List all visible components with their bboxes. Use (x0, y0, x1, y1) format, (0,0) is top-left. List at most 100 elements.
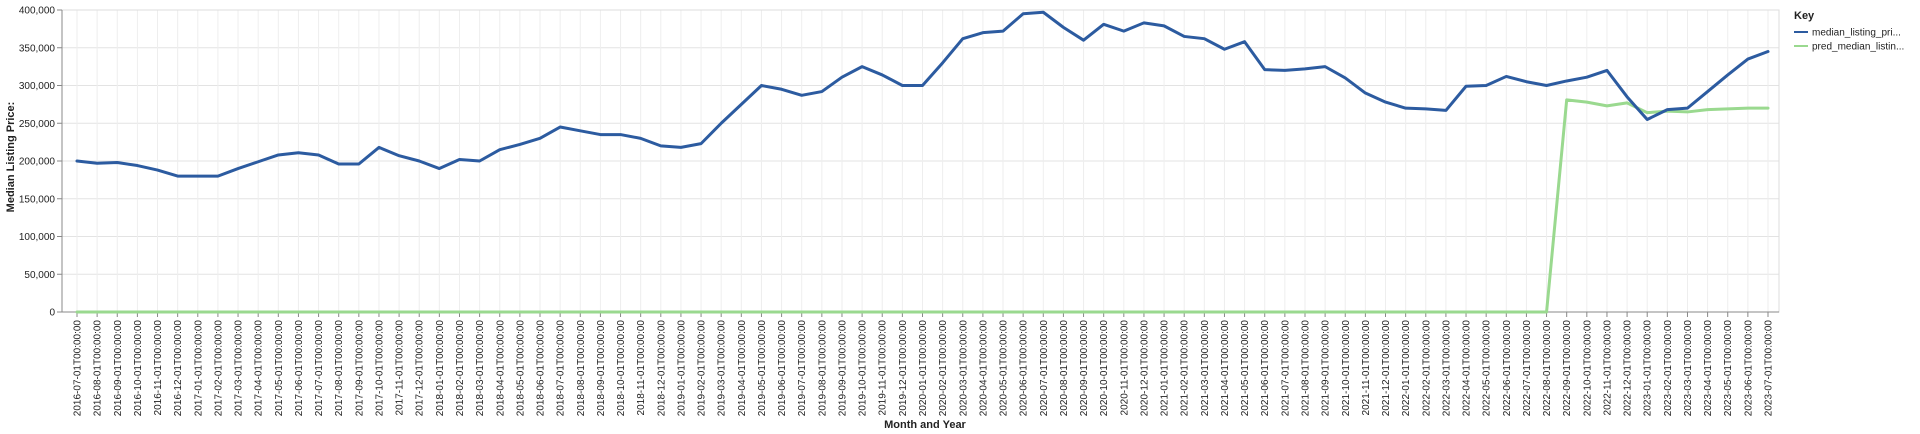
x-tick-label: 2021-06-01T00:00:00 (1260, 320, 1271, 417)
x-tick-label: 2016-12-01T00:00:00 (173, 320, 184, 417)
x-tick-label: 2021-12-01T00:00:00 (1381, 320, 1392, 417)
x-tick-label: 2019-02-01T00:00:00 (697, 320, 708, 417)
legend: Key median_listing_pri... pred_median_lis… (1794, 10, 1904, 53)
x-tick-label: 2016-11-01T00:00:00 (153, 320, 164, 416)
x-tick-label: 2019-07-01T00:00:00 (797, 320, 808, 417)
x-axis-title: Month and Year (884, 419, 966, 431)
gridlines (62, 9, 1779, 313)
x-tick-label: 2017-10-01T00:00:00 (374, 320, 385, 417)
series-line (75, 10, 1770, 178)
x-tick-label: 2021-11-01T00:00:00 (1361, 320, 1372, 416)
x-tick-label: 2020-07-01T00:00:00 (1039, 320, 1050, 417)
x-tick-label: 2023-06-01T00:00:00 (1743, 320, 1754, 417)
x-tick-label: 2021-10-01T00:00:00 (1341, 320, 1352, 417)
x-tick-label: 2022-10-01T00:00:00 (1582, 320, 1593, 417)
x-tick-label: 2017-02-01T00:00:00 (213, 320, 224, 417)
x-tick-label: 2018-10-01T00:00:00 (616, 320, 627, 417)
x-tick-label: 2016-08-01T00:00:00 (93, 320, 104, 417)
x-tick-label: 2022-03-01T00:00:00 (1441, 320, 1452, 417)
x-tick-label: 2022-01-01T00:00:00 (1401, 320, 1412, 417)
x-tick-label: 2016-09-01T00:00:00 (113, 320, 124, 417)
x-tick-label: 2018-05-01T00:00:00 (515, 320, 526, 417)
x-tick-label: 2016-07-01T00:00:00 (73, 320, 84, 417)
legend-title: Key (1794, 10, 1815, 22)
y-tick-label: 150,000 (19, 194, 56, 205)
y-tick-label: 100,000 (19, 232, 56, 243)
x-tick-label: 2019-09-01T00:00:00 (837, 320, 848, 417)
x-tick-label: 2022-12-01T00:00:00 (1623, 320, 1634, 417)
x-tick-label: 2019-05-01T00:00:00 (757, 320, 768, 417)
x-tick-label: 2020-12-01T00:00:00 (1139, 320, 1150, 417)
x-tick-label: 2018-04-01T00:00:00 (495, 320, 506, 417)
x-tick-label: 2020-02-01T00:00:00 (938, 320, 949, 417)
x-tick-label: 2017-08-01T00:00:00 (334, 320, 345, 417)
x-tick-label: 2017-03-01T00:00:00 (234, 320, 245, 417)
x-tick-label: 2019-08-01T00:00:00 (817, 320, 828, 417)
y-tick-label: 250,000 (19, 119, 56, 130)
x-tick-label: 2016-10-01T00:00:00 (133, 320, 144, 417)
x-tick-label: 2017-07-01T00:00:00 (314, 320, 325, 417)
y-tick-label: 300,000 (19, 81, 56, 92)
x-tick-label: 2023-01-01T00:00:00 (1643, 320, 1654, 417)
x-tick-label: 2021-07-01T00:00:00 (1280, 320, 1291, 417)
x-tick-label: 2018-06-01T00:00:00 (536, 320, 547, 417)
x-tick-label: 2021-09-01T00:00:00 (1321, 320, 1332, 417)
x-tick-label: 2023-04-01T00:00:00 (1703, 320, 1714, 417)
x-tick-label: 2019-04-01T00:00:00 (737, 320, 748, 417)
x-tick-label: 2018-11-01T00:00:00 (636, 320, 647, 416)
x-tick-label: 2021-08-01T00:00:00 (1300, 320, 1311, 417)
x-tick-label: 2023-02-01T00:00:00 (1663, 320, 1674, 417)
x-axis: 2016-07-01T00:00:00 2016-08-01T00:00:00 20… (73, 312, 1775, 416)
x-tick-label: 2022-08-01T00:00:00 (1542, 320, 1553, 417)
y-tick-label: 200,000 (19, 157, 56, 168)
x-tick-label: 2023-07-01T00:00:00 (1764, 320, 1775, 417)
legend-label: median_listing_pri... (1812, 28, 1901, 39)
x-tick-label: 2018-01-01T00:00:00 (435, 320, 446, 417)
series-lines (75, 10, 1770, 314)
x-tick-label: 2022-09-01T00:00:00 (1562, 320, 1573, 417)
x-tick-label: 2020-09-01T00:00:00 (1079, 320, 1090, 417)
x-tick-label: 2018-02-01T00:00:00 (455, 320, 466, 417)
y-tick-label: 350,000 (19, 43, 56, 54)
x-tick-label: 2017-06-01T00:00:00 (294, 320, 305, 417)
x-tick-label: 2021-03-01T00:00:00 (1200, 320, 1211, 417)
x-tick-label: 2020-01-01T00:00:00 (918, 320, 929, 417)
x-tick-label: 2022-05-01T00:00:00 (1482, 320, 1493, 417)
x-tick-label: 2020-11-01T00:00:00 (1119, 320, 1130, 416)
x-tick-label: 2019-01-01T00:00:00 (676, 320, 687, 417)
y-tick-label: 400,000 (19, 6, 56, 17)
y-axis: 0 50,000 100,000 150,000 200,000 250,000 300,0… (19, 6, 62, 319)
x-tick-label: 2020-06-01T00:00:00 (1019, 320, 1030, 417)
x-tick-label: 2018-03-01T00:00:00 (475, 320, 486, 417)
x-tick-label: 2017-12-01T00:00:00 (415, 320, 426, 417)
x-tick-label: 2017-11-01T00:00:00 (395, 320, 406, 416)
x-tick-label: 2020-03-01T00:00:00 (958, 320, 969, 417)
y-axis-title: Median Listing Price: (5, 102, 17, 213)
series-line (75, 98, 1770, 314)
x-tick-label: 2017-09-01T00:00:00 (354, 320, 365, 417)
x-tick-label: 2019-10-01T00:00:00 (858, 320, 869, 417)
x-tick-label: 2019-11-01T00:00:00 (878, 320, 889, 416)
y-tick-label: 0 (49, 308, 55, 319)
x-tick-label: 2022-06-01T00:00:00 (1502, 320, 1513, 417)
x-tick-label: 2019-12-01T00:00:00 (898, 320, 909, 417)
x-tick-label: 2021-01-01T00:00:00 (1160, 320, 1171, 417)
x-tick-label: 2019-03-01T00:00:00 (717, 320, 728, 417)
x-tick-label: 2019-06-01T00:00:00 (777, 320, 788, 417)
x-tick-label: 2017-01-01T00:00:00 (193, 320, 204, 417)
x-tick-label: 2022-11-01T00:00:00 (1602, 320, 1613, 416)
y-tick-label: 50,000 (24, 270, 55, 281)
x-tick-label: 2023-03-01T00:00:00 (1683, 320, 1694, 417)
legend-label: pred_median_listin... (1812, 42, 1904, 53)
x-tick-label: 2020-08-01T00:00:00 (1059, 320, 1070, 417)
x-tick-label: 2020-04-01T00:00:00 (978, 320, 989, 417)
x-tick-label: 2021-05-01T00:00:00 (1240, 320, 1251, 417)
x-tick-label: 2018-12-01T00:00:00 (656, 320, 667, 417)
x-tick-label: 2022-07-01T00:00:00 (1522, 320, 1533, 417)
x-tick-label: 2021-02-01T00:00:00 (1180, 320, 1191, 417)
x-tick-label: 2020-10-01T00:00:00 (1099, 320, 1110, 417)
x-tick-label: 2023-05-01T00:00:00 (1723, 320, 1734, 417)
x-tick-label: 2018-08-01T00:00:00 (576, 320, 587, 417)
x-tick-label: 2018-09-01T00:00:00 (596, 320, 607, 417)
